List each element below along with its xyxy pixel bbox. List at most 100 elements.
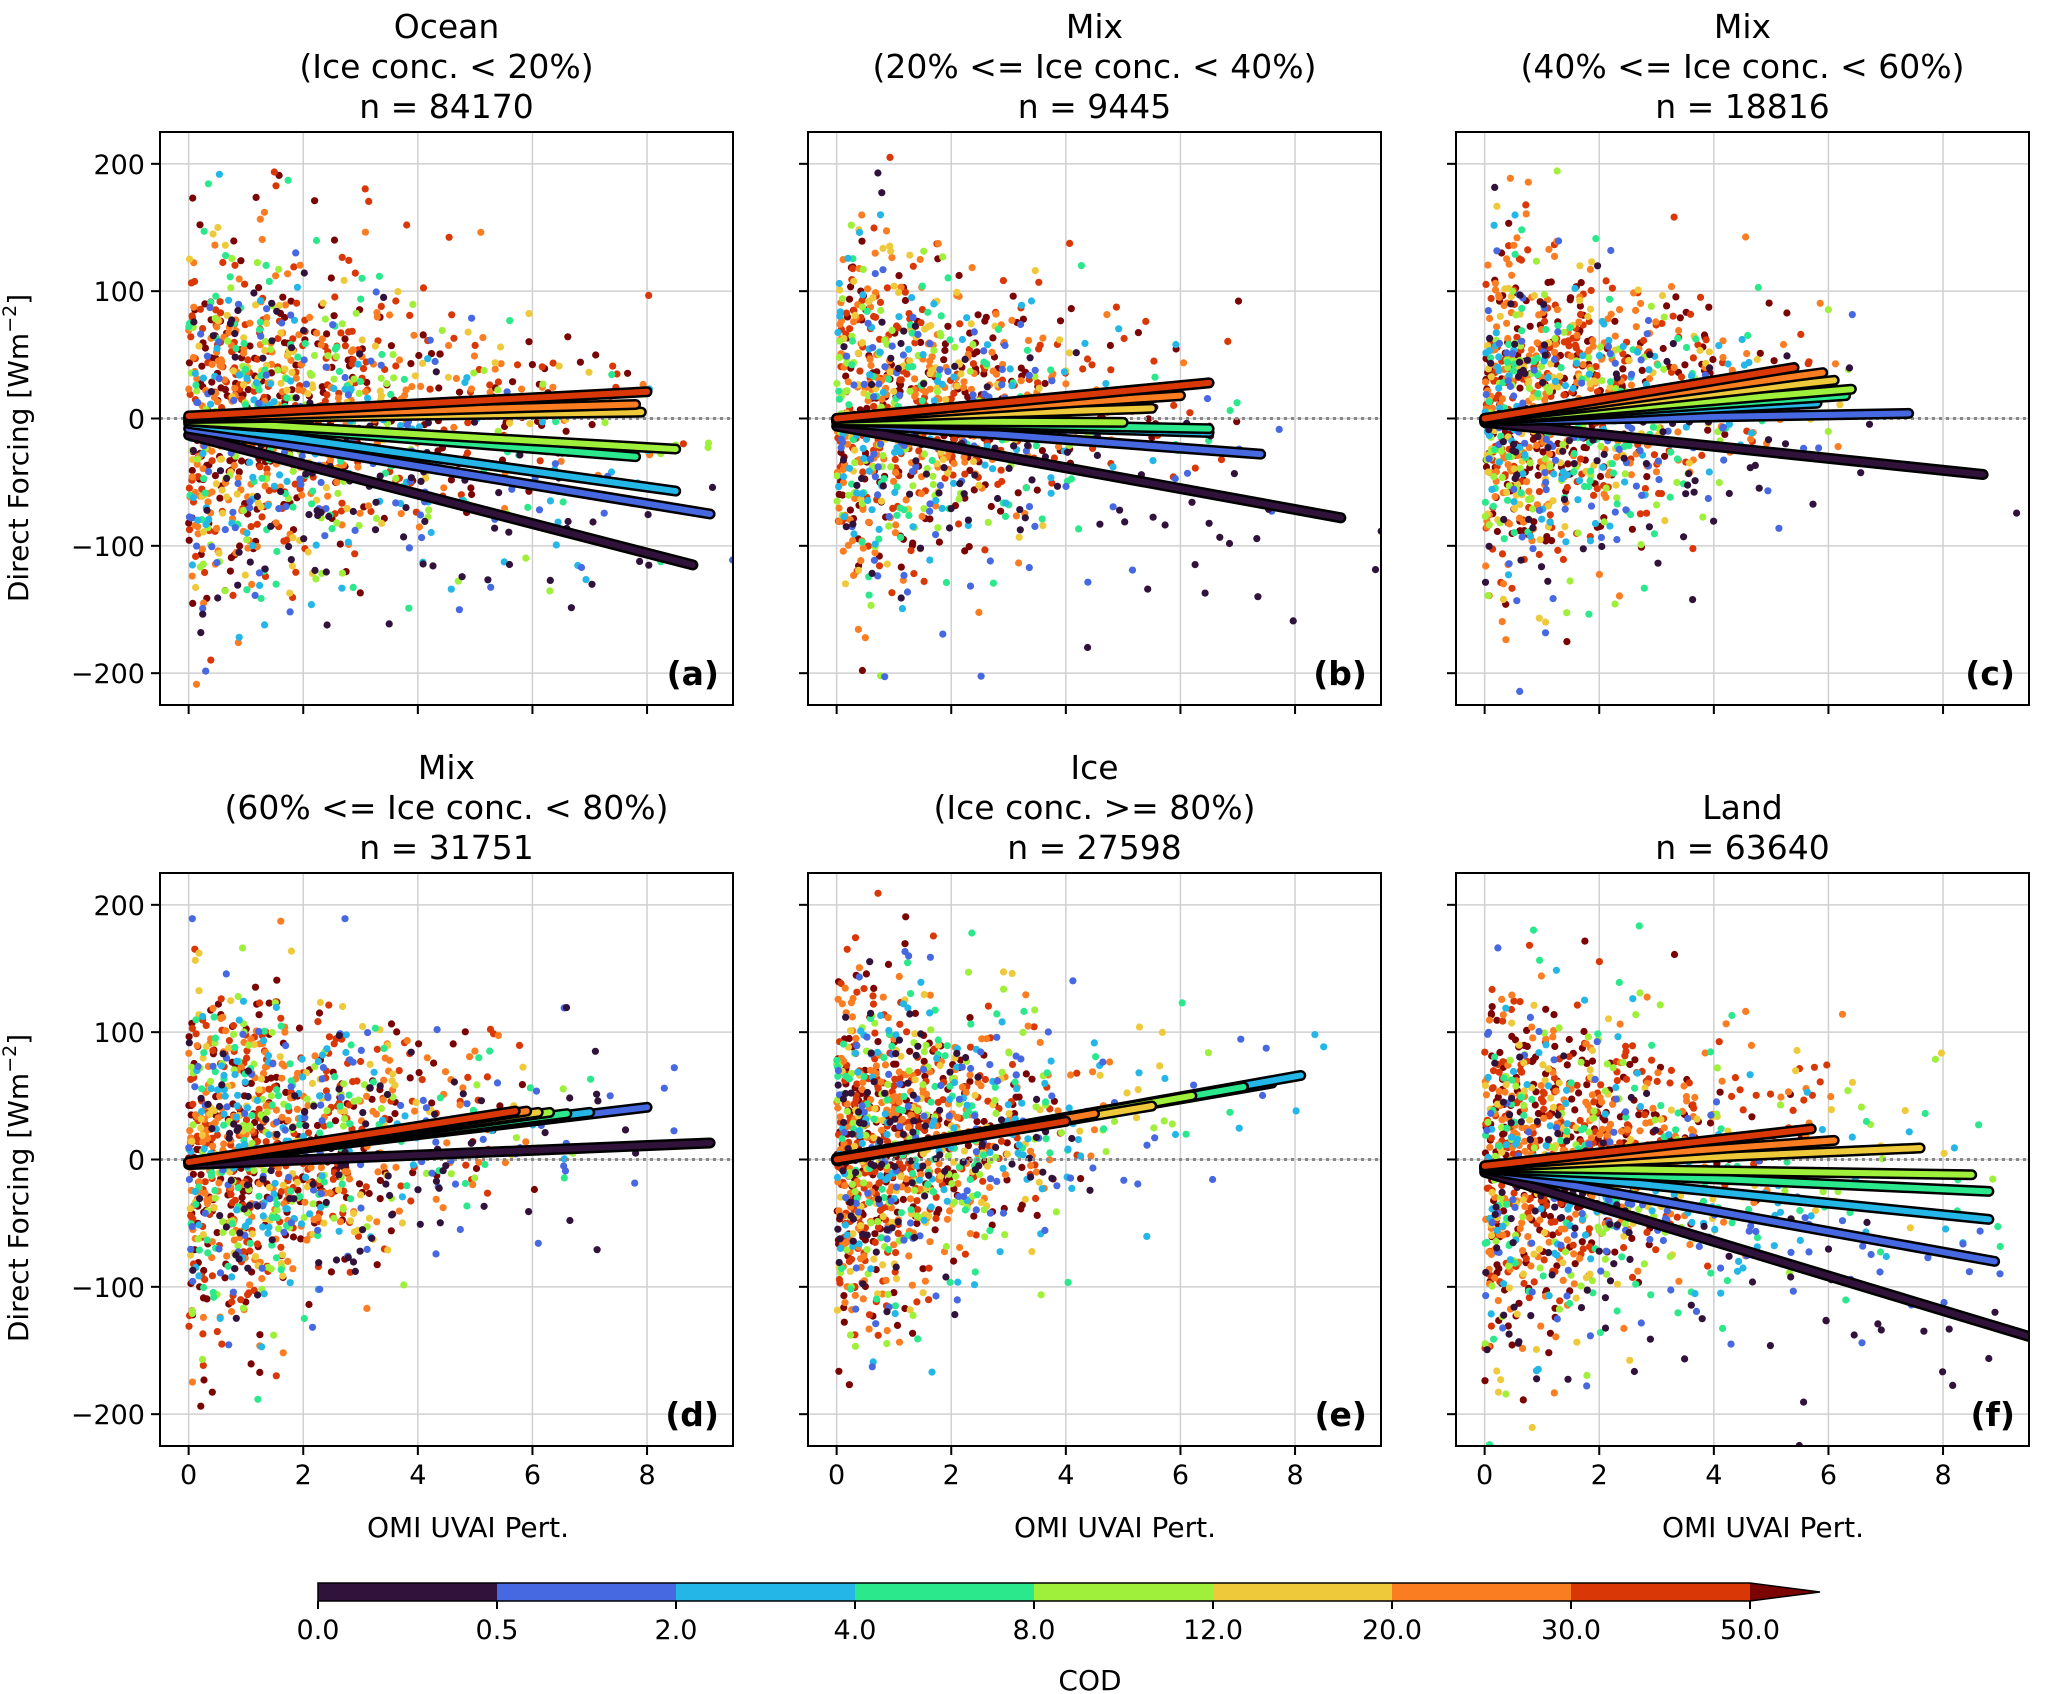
panel-c-scatter-point (1702, 336, 1710, 344)
panel-d-scatter-point (255, 1086, 263, 1094)
panel-d-scatter-point (387, 1020, 396, 1028)
panel-c-scatter-point (1486, 334, 1494, 342)
panel-b-scatter-point (1188, 498, 1196, 506)
panel-c-scatter-point (1525, 377, 1533, 385)
panel-a-scatter-point (215, 170, 223, 178)
panel-d-scatter-point (300, 1213, 308, 1222)
panel-c-scatter-point (1487, 373, 1495, 381)
panel-b-scatter-point (992, 310, 1000, 318)
panel-a-scatter-point (463, 449, 472, 457)
panel-d-scatter-point (369, 1107, 377, 1115)
panel-a-scatter-point (288, 368, 296, 376)
panel-c-scatter-point (1598, 317, 1606, 326)
panel-c-scatter-point (1506, 174, 1514, 182)
panel-a-scatter-point (248, 580, 256, 589)
panel-c-scatter-point (1551, 456, 1560, 464)
panel-d-scatter-point (278, 1074, 286, 1082)
panel-c-scatter-point (1484, 365, 1492, 373)
panel-a-scatter-point (277, 379, 285, 387)
panel-b-scatter-point (886, 153, 894, 161)
panel-d-scatter-point (218, 1340, 226, 1348)
panel-b-scatter-point (1010, 442, 1018, 450)
panel-a-scatter-point (278, 319, 286, 327)
panel-d-scatter-point (262, 1138, 270, 1146)
panel-d-scatter-point (301, 1198, 309, 1206)
panel-a-scatter-point (407, 474, 415, 482)
panel-c-scatter-point (1624, 422, 1632, 430)
panel-b-scatter-point (986, 557, 994, 565)
panel-d-scatter-point (268, 1101, 276, 1109)
panel-b-scatter-point (845, 464, 854, 472)
panel-b-scatter-point (906, 490, 914, 498)
panel-c-scatter-point (1673, 455, 1681, 463)
panel-a-scatter-point (249, 473, 257, 481)
panel-b-scatter-point (865, 467, 873, 475)
panel-c-scatter-point (1501, 285, 1509, 293)
panel-c-scatter-point (1654, 559, 1662, 567)
panel-a-scatter-point (497, 360, 505, 368)
panel-a-scatter-point (267, 345, 275, 353)
panel-c-scatter-point (1637, 356, 1645, 364)
panel-b-scatter-point (908, 467, 917, 476)
panel-b-scatter-point (947, 505, 955, 513)
panel-c-scatter-point (1510, 505, 1519, 513)
panel-a-scatter-point (253, 520, 261, 528)
panel-c-scatter-point (1721, 430, 1729, 438)
panel-c-scatter-point (1560, 495, 1569, 504)
panel-c-scatter-point (1493, 247, 1501, 255)
panel-b-scatter-point (1025, 371, 1033, 379)
panel-a-scatter-point (262, 319, 271, 327)
panel-d-scatter-point (387, 1227, 395, 1235)
panel-a-scatter-point (322, 484, 331, 492)
panel-a-scatter-point (222, 252, 230, 260)
panel-a-scatter-point (199, 449, 207, 457)
panel-c-scatter-point (1498, 473, 1506, 482)
panel-c-scatter-point (1544, 577, 1552, 585)
panel-d-scatter-point (237, 1063, 245, 1071)
panel-a-scatter-point (349, 507, 357, 516)
panel-a-scatter-point (216, 467, 225, 475)
panel-d-scatter-point (220, 1140, 228, 1148)
panel-d-scatter-point (409, 1161, 417, 1169)
panel-c-scatter-point (1511, 340, 1519, 348)
panel-c-scatter-point (1606, 383, 1614, 391)
panel-b-scatter-point (973, 348, 981, 356)
panel-d-scatter-point (428, 1099, 436, 1107)
panel-b-scatter-point (853, 489, 861, 497)
panel-c-scatter-point (1644, 316, 1653, 325)
panel-b-scatter-point (859, 291, 867, 299)
panel-a-scatter-point (424, 419, 432, 427)
panel-b-scatter-point (998, 381, 1006, 389)
panel-a-scatter-point (227, 284, 235, 292)
panel-d-scatter-point (349, 1078, 357, 1086)
panel-b-scatter-point (860, 454, 868, 463)
panel-a-scatter-point (275, 301, 283, 310)
panel-c-scatter-point (1642, 460, 1650, 468)
panel-b-scatter-point (903, 588, 912, 596)
panel-b-scatter-point (934, 371, 943, 380)
panel-a-scatter-point (251, 591, 259, 600)
panel-a-scatter-point (221, 587, 229, 595)
panel-d-scatter-point (376, 1195, 384, 1203)
panel-b-scatter-point (1023, 346, 1031, 354)
panel-c-scatter-point (1638, 366, 1646, 374)
panel-d-scatter-point (273, 976, 281, 984)
panel-b-scatter-point (886, 368, 894, 376)
panel-b-scatter-point (859, 444, 867, 452)
panel-b-scatter-point (1039, 522, 1047, 530)
panel-d-scatter-point (277, 917, 285, 925)
panel-d-scatter-point (209, 1047, 217, 1055)
panel-c-scatter-point (2013, 509, 2021, 517)
panel-d-scatter-point (231, 1043, 239, 1052)
panel-d-scatter-point (345, 1091, 353, 1099)
panel-c-scatter-point (1505, 560, 1513, 568)
panel-c-fit-lines (1479, 362, 1989, 481)
panel-a-scatter-point (258, 474, 266, 482)
panel-a-ytick-label-4: 200 (93, 150, 145, 181)
panel-d-scatter-point (327, 1268, 335, 1276)
panel-a-scatter-point (202, 667, 210, 675)
panel-b-scatter-point (885, 522, 893, 530)
panel-d-scatter-point (260, 1027, 268, 1035)
panel-c-scatter-point (1836, 401, 1844, 409)
